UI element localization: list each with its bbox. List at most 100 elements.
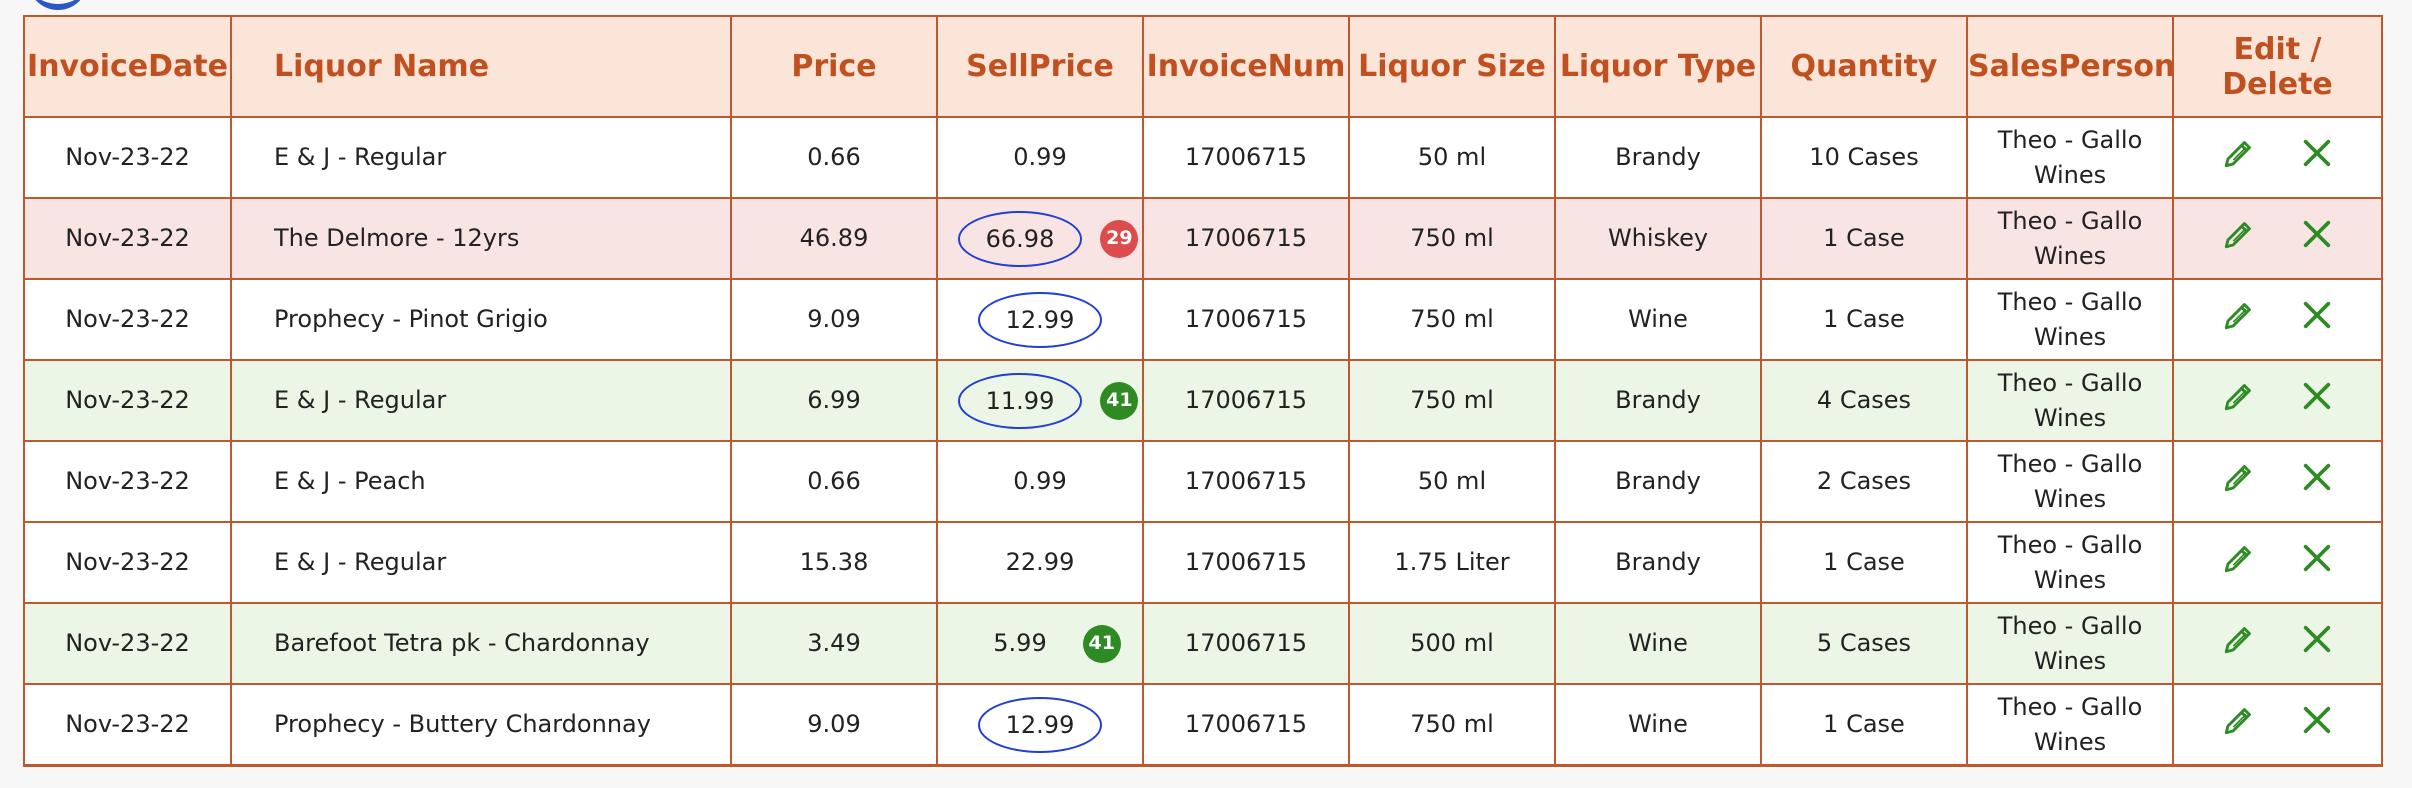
cell-sell-price: 66.98 29 (936, 197, 1144, 280)
cell-sell-price: 0.99 (936, 440, 1144, 523)
close-icon (2300, 379, 2334, 423)
delete-button[interactable] (2300, 625, 2334, 661)
cell-sales-person: Theo - Gallo Wines (1966, 521, 2174, 604)
header-invoice-date[interactable]: InvoiceDate (23, 15, 232, 118)
cell-quantity: 1 Case (1760, 683, 1968, 767)
sell-price-value[interactable]: 66.98 (957, 210, 1083, 267)
table-row: Nov-23-22 E & J - Peach 0.66 0.99 17006715 50… (23, 440, 2383, 523)
sell-price-value[interactable]: 22.99 (1005, 548, 1075, 576)
cell-liquor-size: 50 ml (1348, 440, 1556, 523)
close-icon (2300, 703, 2334, 747)
sell-price-value[interactable]: 0.99 (1013, 143, 1067, 171)
cell-liquor-name: Prophecy - Pinot Grigio (230, 278, 732, 361)
sales-person-line-2: Wines (2033, 241, 2107, 270)
header-quantity[interactable]: Quantity (1760, 15, 1968, 118)
edit-button[interactable] (2222, 545, 2256, 580)
sales-person-line-1: Theo - Gallo (1997, 368, 2143, 397)
cell-liquor-name: The Delmore - 12yrs (230, 197, 732, 280)
cell-invoice-date: Nov-23-22 (23, 278, 232, 361)
header-liquor-type[interactable]: Liquor Type (1554, 15, 1762, 118)
cell-liquor-name: E & J - Regular (230, 116, 732, 199)
delete-button[interactable] (2300, 139, 2334, 175)
sell-price-wrap: 66.98 29 (957, 210, 1139, 267)
edit-button[interactable] (2222, 464, 2256, 499)
cell-price: 0.66 (730, 116, 938, 199)
sales-person-line-2: Wines (2033, 646, 2107, 675)
cell-sell-price: 12.99 (936, 683, 1144, 767)
cell-actions (2172, 521, 2383, 604)
delete-button[interactable] (2300, 220, 2334, 256)
edit-button[interactable] (2222, 707, 2256, 742)
cell-liquor-type: Brandy (1554, 440, 1762, 523)
delete-button[interactable] (2300, 463, 2334, 499)
header-liquor-size[interactable]: Liquor Size (1348, 15, 1556, 118)
delete-button[interactable] (2300, 301, 2334, 337)
pencil-icon (2222, 703, 2256, 747)
cell-liquor-name: E & J - Peach (230, 440, 732, 523)
header-sales-person[interactable]: SalesPerson (1966, 15, 2174, 118)
table-row: Nov-23-22 The Delmore - 12yrs 46.89 66.98 29… (23, 197, 2383, 280)
table-row: Nov-23-22 E & J - Regular 0.66 0.99 17006715… (23, 116, 2383, 199)
edit-button[interactable] (2222, 221, 2256, 256)
cell-actions (2172, 359, 2383, 442)
close-icon (2300, 136, 2334, 180)
cell-sales-person: Theo - Gallo Wines (1966, 197, 2174, 280)
delete-button[interactable] (2300, 544, 2334, 580)
close-icon (2300, 541, 2334, 585)
cell-liquor-name: Prophecy - Buttery Chardonnay (230, 683, 732, 767)
cell-sell-price: 5.99 41 (936, 602, 1144, 685)
cell-sell-price: 11.99 41 (936, 359, 1144, 442)
decorative-arc (28, 0, 88, 10)
header-liquor-name[interactable]: Liquor Name (230, 15, 732, 118)
sales-person-line-1: Theo - Gallo (1997, 449, 2143, 478)
sell-price-value[interactable]: 5.99 (993, 629, 1047, 657)
table-row: Nov-23-22 E & J - Regular 15.38 22.99 170067… (23, 521, 2383, 604)
margin-badge: 41 (1100, 381, 1139, 420)
cell-sales-person: Theo - Gallo Wines (1966, 683, 2174, 767)
cell-quantity: 2 Cases (1760, 440, 1968, 523)
cell-actions (2172, 278, 2383, 361)
close-icon (2300, 622, 2334, 666)
cell-invoice-num: 17006715 (1142, 440, 1350, 523)
cell-liquor-name: E & J - Regular (230, 521, 732, 604)
sales-person-line-2: Wines (2033, 403, 2107, 432)
sell-price-value[interactable]: 0.99 (1013, 467, 1067, 495)
table-row: Nov-23-22 E & J - Regular 6.99 11.99 41 17006… (23, 359, 2383, 442)
cell-liquor-size: 50 ml (1348, 116, 1556, 199)
pencil-icon (2222, 541, 2256, 585)
cell-invoice-num: 17006715 (1142, 521, 1350, 604)
header-invoice-num[interactable]: InvoiceNum (1142, 15, 1350, 118)
cell-liquor-name: Barefoot Tetra pk - Chardonnay (230, 602, 732, 685)
close-icon (2300, 217, 2334, 261)
sell-price-wrap: 5.99 41 (993, 624, 1121, 663)
cell-quantity: 1 Case (1760, 197, 1968, 280)
delete-button[interactable] (2300, 382, 2334, 418)
cell-liquor-type: Wine (1554, 278, 1762, 361)
table-row: Nov-23-22 Prophecy - Buttery Chardonnay 9.… (23, 683, 2383, 767)
cell-quantity: 1 Case (1760, 278, 1968, 361)
sell-price-value[interactable]: 12.99 (977, 696, 1103, 753)
cell-quantity: 1 Case (1760, 521, 1968, 604)
table-row: Nov-23-22 Prophecy - Pinot Grigio 9.09 12.9… (23, 278, 2383, 361)
sell-price-value[interactable]: 11.99 (957, 372, 1083, 429)
edit-button[interactable] (2222, 302, 2256, 337)
sales-person-line-2: Wines (2033, 727, 2107, 756)
header-sell-price[interactable]: SellPrice (936, 15, 1144, 118)
sell-price-value[interactable]: 12.99 (977, 291, 1103, 348)
pencil-icon (2222, 460, 2256, 504)
cell-invoice-date: Nov-23-22 (23, 440, 232, 523)
sales-person-line-2: Wines (2033, 322, 2107, 351)
cell-sales-person: Theo - Gallo Wines (1966, 602, 2174, 685)
edit-button[interactable] (2222, 140, 2256, 175)
cell-actions (2172, 602, 2383, 685)
delete-button[interactable] (2300, 706, 2334, 742)
cell-invoice-date: Nov-23-22 (23, 197, 232, 280)
pencil-icon (2222, 622, 2256, 666)
edit-button[interactable] (2222, 626, 2256, 661)
edit-button[interactable] (2222, 383, 2256, 418)
header-price[interactable]: Price (730, 15, 938, 118)
sales-person-line-2: Wines (2033, 160, 2107, 189)
sales-person-line-1: Theo - Gallo (1997, 206, 2143, 235)
cell-price: 15.38 (730, 521, 938, 604)
cell-price: 3.49 (730, 602, 938, 685)
